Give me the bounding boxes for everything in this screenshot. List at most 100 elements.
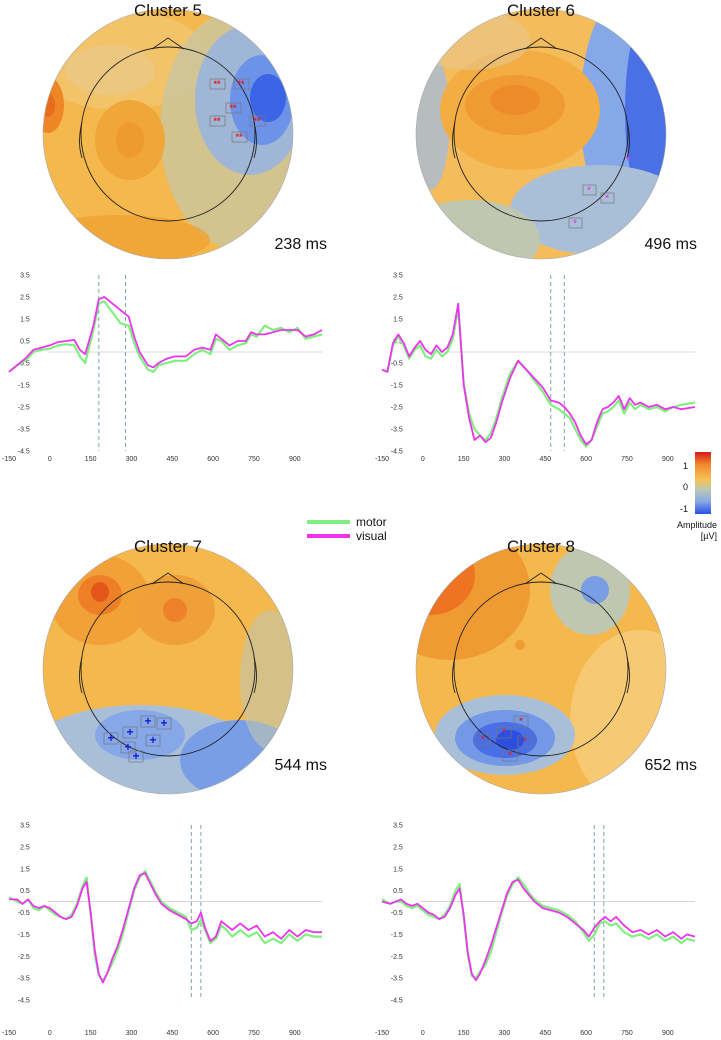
electrode-markers-cluster-6 <box>568 184 615 229</box>
y-tick-label: -3.5 <box>391 976 403 983</box>
x-tick-label: 0 <box>421 1030 425 1037</box>
electrode-marker-c8-3: * <box>523 736 527 746</box>
electrode-marker-c5-5: ** <box>235 132 243 142</box>
x-tick-label: -150 <box>375 456 389 463</box>
x-tick-label: 750 <box>248 456 260 463</box>
x-tick-label: 900 <box>289 1030 301 1037</box>
colorbar-tick-0: 0 <box>683 482 688 492</box>
electrode-marker-c5-4: ** <box>253 116 261 126</box>
y-tick-label: -0.5 <box>18 910 30 917</box>
series-line-visual <box>9 872 322 984</box>
time-label-cluster-6: 496 ms <box>645 236 697 253</box>
electrode-marker-c6-1: * <box>605 193 609 203</box>
x-tick-label: 900 <box>289 456 301 463</box>
y-tick-label: -0.5 <box>391 361 403 368</box>
y-tick-label: 3.5 <box>393 273 403 280</box>
y-tick-label: 1.5 <box>393 866 403 873</box>
x-tick-label: 600 <box>580 1030 592 1037</box>
electrode-markers-cluster-7 <box>103 715 172 763</box>
x-tick-label: 150 <box>85 456 97 463</box>
y-tick-label: -2.5 <box>391 954 403 961</box>
series-line-motor <box>381 306 696 448</box>
x-tick-label: 600 <box>580 456 592 463</box>
y-tick-label: -2.5 <box>18 405 30 412</box>
x-tick-label: 0 <box>421 456 425 463</box>
electrode-marker-c7-4: + <box>149 733 156 747</box>
x-tick-label: -150 <box>375 1030 389 1037</box>
erp-chart-cluster-8: 3.5 2.5 1.5 0.5 -0.5 -1.5 -2.5 -3.5 -4.5 -150 0 150… <box>375 823 696 1037</box>
colorbar-tick-neg1: -1 <box>680 504 688 514</box>
erp-chart-cluster-5: 3.5 2.5 1.5 0.5 -0.5 -1.5 -2.5 -3.5 -4.5-150 0 150… <box>2 273 323 463</box>
x-tick-label: 750 <box>248 1030 260 1037</box>
y-tick-label: 2.5 <box>393 844 403 851</box>
x-tick-label: 300 <box>126 1030 138 1037</box>
y-tick-label: 0.5 <box>20 888 30 895</box>
y-tick-label: -1.5 <box>391 932 403 939</box>
time-label-cluster-5: 238 ms <box>275 236 327 253</box>
y-tick-label: 0.5 <box>393 339 403 346</box>
colorbar-label: Amplitude <box>677 520 717 530</box>
y-tick-label: -4.5 <box>18 449 30 456</box>
y-tick-label: -3.5 <box>391 427 403 434</box>
x-tick-label: 450 <box>166 456 178 463</box>
y-tick-label: 1.5 <box>393 317 403 324</box>
electrode-marker-c6-3: * <box>626 155 630 165</box>
electrode-marker-c5-2: ** <box>229 103 237 113</box>
electrode-marker-c7-1: + <box>160 716 167 730</box>
y-tick-label: -4.5 <box>391 998 403 1005</box>
x-tick-label: 300 <box>126 456 138 463</box>
x-tick-label: 450 <box>539 1030 551 1037</box>
x-tick-label: 600 <box>207 1030 219 1037</box>
x-tick-label: 150 <box>458 1030 470 1037</box>
y-tick-label: -4.5 <box>391 449 403 456</box>
legend-label-visual: visual <box>356 529 387 543</box>
time-label-cluster-8: 652 ms <box>645 757 697 774</box>
y-tick-label: 3.5 <box>20 823 30 830</box>
series-line-visual <box>381 302 696 446</box>
colorbar-tick-1: 1 <box>683 461 688 471</box>
series-line-visual <box>8 296 323 373</box>
y-tick-label: -1.5 <box>391 383 403 390</box>
topomap-cluster-5 <box>42 8 294 260</box>
series-line-motor <box>8 300 323 373</box>
electrode-marker-c7-0: + <box>144 714 151 728</box>
x-tick-label: 900 <box>662 456 674 463</box>
x-tick-label: 750 <box>621 1030 633 1037</box>
topomap-cluster-6 <box>415 8 667 260</box>
x-tick-label: -150 <box>2 456 16 463</box>
x-tick-label: 150 <box>85 1030 97 1037</box>
electrode-marker-c7-3: + <box>107 731 114 745</box>
y-tick-label: -2.5 <box>391 405 403 412</box>
x-tick-label: 450 <box>539 456 551 463</box>
electrode-marker-c8-0: * <box>519 716 523 726</box>
y-tick-label: -2.5 <box>18 954 30 961</box>
y-tick-label: 2.5 <box>393 295 403 302</box>
title-cluster-5: Cluster 5 <box>134 1 202 20</box>
electrode-marker-c5-3: ** <box>213 116 221 126</box>
x-tick-label: 450 <box>166 1030 178 1037</box>
y-tick-label: -0.5 <box>391 910 403 917</box>
y-tick-label: -3.5 <box>18 427 30 434</box>
legend: motor visual <box>307 515 387 543</box>
y-tick-label: 0.5 <box>393 888 403 895</box>
x-tick-label: 150 <box>458 456 470 463</box>
colorbar-unit: [µV] <box>701 531 717 541</box>
colorbar-gradient <box>695 452 711 514</box>
title-cluster-8: Cluster 8 <box>507 537 575 556</box>
y-tick-label: 3.5 <box>393 823 403 830</box>
electrode-marker-c7-2: + <box>126 725 133 739</box>
x-tick-label: 0 <box>48 1030 52 1037</box>
electrode-marker-c8-1: * <box>502 727 506 737</box>
y-tick-label: 2.5 <box>20 295 30 302</box>
y-tick-label: -3.5 <box>18 976 30 983</box>
erp-chart-cluster-7: 3.5 2.5 1.5 0.5 -0.5 -1.5 -2.5 -3.5 -4.5 -150 0 150… <box>2 823 322 1037</box>
topomap-cluster-7 <box>42 543 294 795</box>
y-tick-label: 2.5 <box>20 844 30 851</box>
electrode-marker-glyphs: ** ****** ********+ +++ +++*** ** <box>107 79 630 763</box>
x-tick-label: 300 <box>499 1030 511 1037</box>
electrode-markers-cluster-5 <box>209 78 266 143</box>
x-tick-label: 600 <box>207 456 219 463</box>
x-tick-label: 300 <box>499 456 511 463</box>
series-line-motor <box>8 869 322 982</box>
